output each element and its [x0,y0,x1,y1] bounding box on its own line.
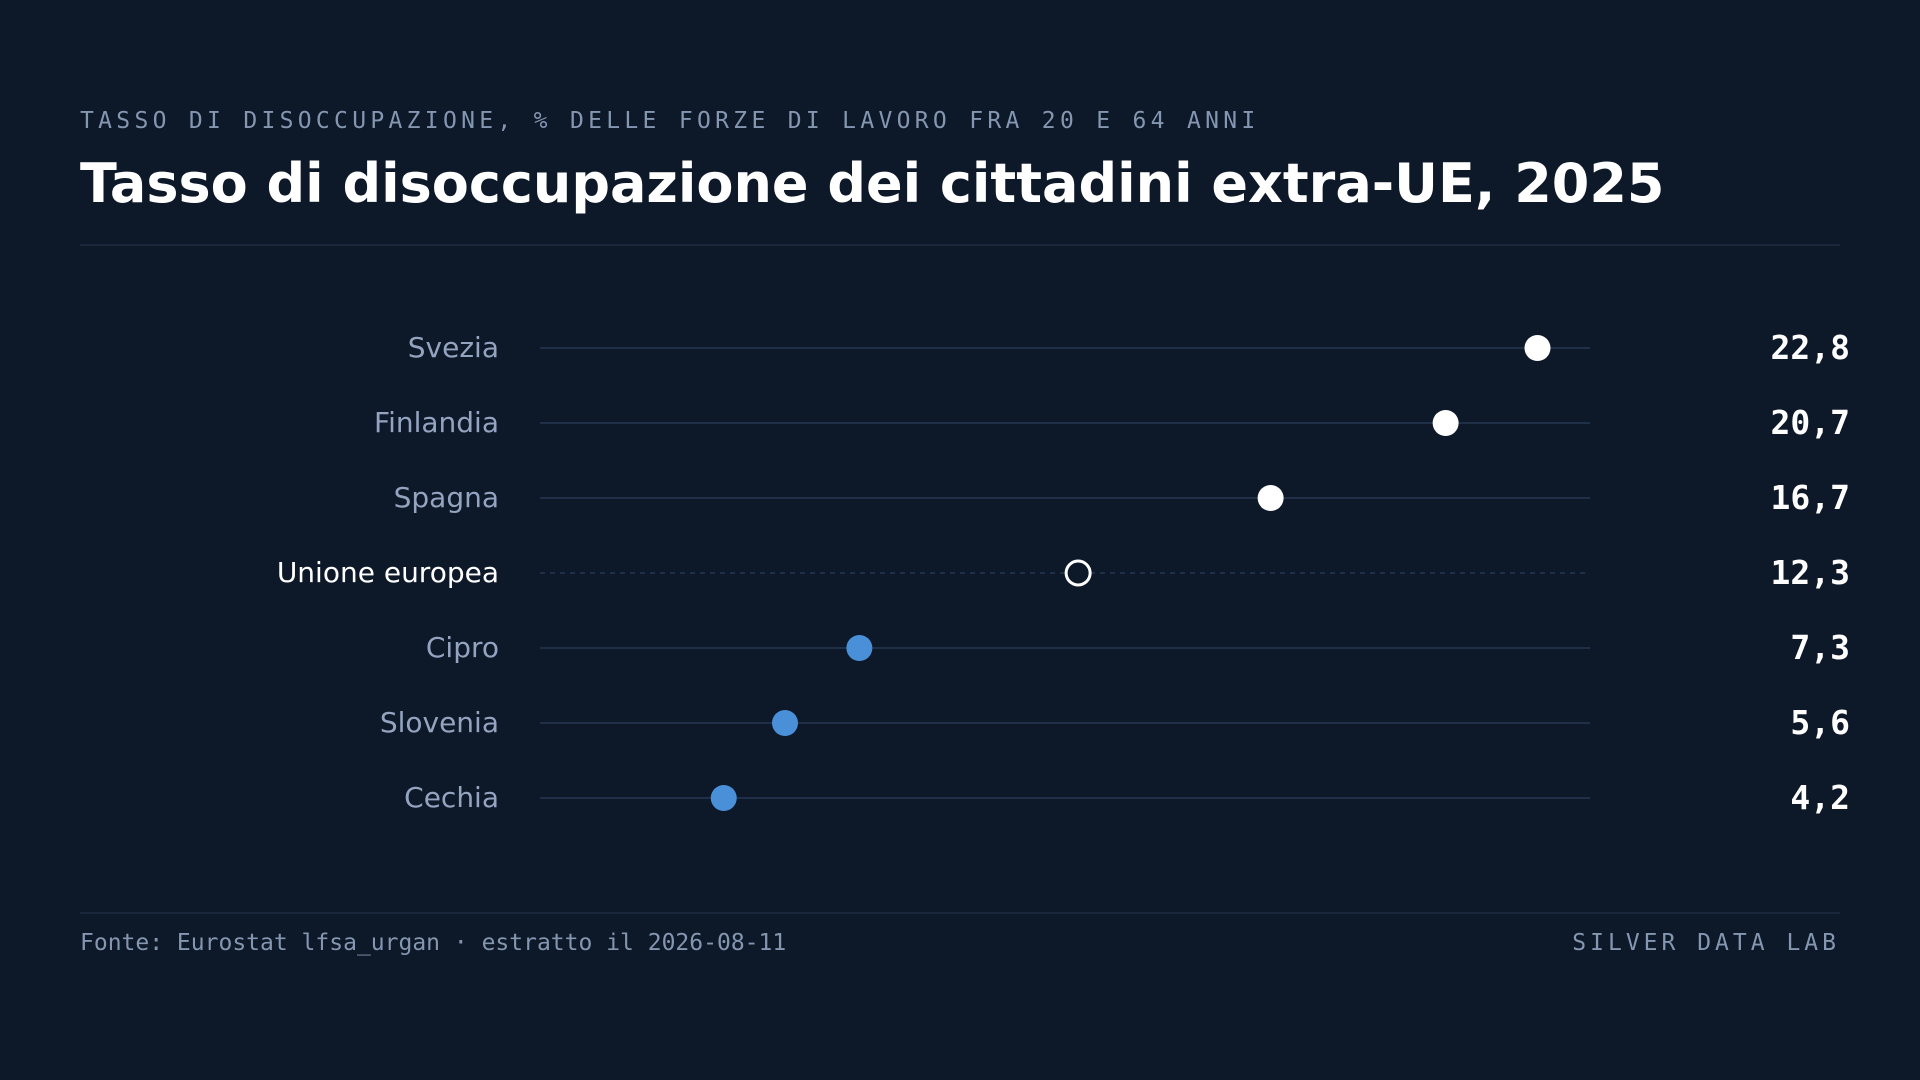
category-label-slovenia: Slovenia [380,706,499,739]
data-point-cechia [710,785,737,811]
chart-kicker: TASSO DI DISOCCUPAZIONE, % DELLE FORZE D… [80,108,1260,134]
data-point-slovenia [772,710,798,736]
value-label-cipro: 7,3 [1790,628,1850,667]
footer-divider [80,912,1840,914]
value-label-unione-europea: 12,3 [1771,553,1850,592]
header-divider [80,244,1840,246]
category-label-svezia: Svezia [408,331,499,364]
data-point-svezia [1524,335,1551,361]
category-label-cipro: Cipro [426,631,499,664]
category-label-cechia: Cechia [404,781,499,814]
value-label-slovenia: 5,6 [1790,703,1850,742]
category-label-finlandia: Finlandia [374,406,499,439]
data-point-spagna [1257,485,1284,511]
value-label-finlandia: 20,7 [1771,403,1850,442]
category-label-unione-europea: Unione europea [277,556,499,589]
brand-label: SILVER DATA LAB [1572,930,1840,956]
category-label-spagna: Spagna [394,481,499,514]
data-point-finlandia [1432,410,1459,436]
value-label-svezia: 22,8 [1771,328,1850,367]
source-note: Fonte: Eurostat lfsa_urgan · estratto il… [80,930,787,956]
value-label-cechia: 4,2 [1790,778,1850,817]
chart-title: Tasso di disoccupazione dei cittadini ex… [80,152,1665,215]
data-point-cipro [846,635,873,661]
value-label-spagna: 16,7 [1771,478,1850,517]
data-point-unione-europea [1064,559,1092,587]
